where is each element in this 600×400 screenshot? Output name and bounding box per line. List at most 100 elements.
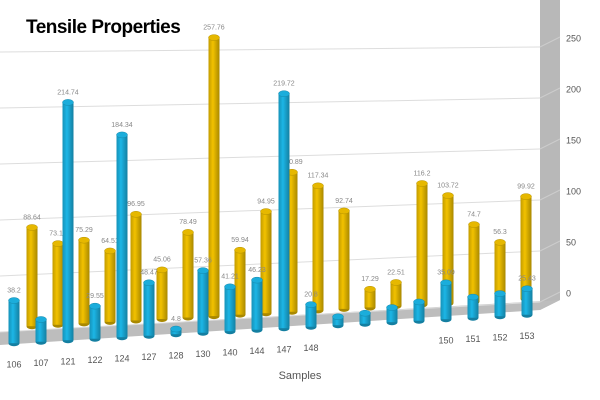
value-label: 117.34 (308, 173, 329, 180)
bar (468, 221, 480, 305)
value-label: 103.72 (437, 182, 459, 189)
bar-top (494, 239, 506, 246)
chart-title: Tensile Properties (26, 17, 180, 38)
bar-top (234, 246, 246, 254)
value-label: 29.55 (86, 293, 104, 300)
bar (364, 286, 376, 311)
value-label: 45.06 (153, 257, 171, 264)
wall-grid-line (539, 87, 561, 99)
x-tick-label: 124 (114, 354, 129, 364)
bar (413, 298, 425, 324)
x-tick-label: 153 (519, 331, 534, 341)
bar-body (143, 282, 155, 336)
value-label: 88.64 (23, 214, 41, 221)
bar-body (286, 172, 298, 312)
bar-top (35, 316, 47, 323)
bar-top (208, 34, 220, 41)
bar-top (116, 131, 128, 139)
bar-top (52, 240, 64, 247)
bar-body (182, 232, 194, 318)
bar (182, 229, 194, 321)
bar (521, 285, 533, 318)
value-label: 41.21 (221, 274, 239, 281)
x-tick-label: 144 (249, 346, 264, 356)
bar-body (8, 300, 20, 344)
bar-top (251, 276, 263, 284)
bar (130, 211, 142, 324)
value-label: 130.89 (281, 159, 303, 166)
x-tick-label: 121 (60, 357, 75, 367)
bar-top (78, 236, 90, 244)
bar-body (390, 282, 402, 306)
bar-body (468, 224, 480, 302)
bar-top (468, 221, 480, 228)
x-tick-label: 127 (141, 352, 156, 362)
bar (197, 267, 209, 336)
bar (332, 313, 344, 329)
bar-top (197, 267, 209, 274)
side-wall (540, 0, 560, 310)
bar-top (8, 297, 20, 304)
x-axis-label: Samples (279, 370, 322, 382)
y-tick-label: 50 (566, 237, 576, 247)
bar-top (182, 229, 194, 236)
x-tick-label: 128 (168, 351, 183, 361)
bar (251, 276, 263, 333)
bar (35, 316, 47, 345)
bar (467, 293, 479, 321)
wall-grid-line (539, 36, 561, 48)
bar-body (359, 313, 371, 324)
bar (338, 207, 350, 312)
bar-top (278, 90, 290, 97)
wall-grid-line (539, 138, 561, 150)
bar-body (197, 270, 209, 333)
bar (234, 246, 246, 318)
bar (278, 90, 290, 332)
bar-top (390, 279, 402, 286)
bar-top (26, 224, 38, 231)
x-tick-label: 147 (276, 345, 291, 355)
bar-top (312, 182, 324, 190)
bar-body (305, 304, 317, 327)
bar-body (35, 319, 47, 342)
bar-top (332, 313, 344, 321)
value-label: 92.74 (335, 198, 353, 205)
bar-body (494, 293, 506, 317)
value-label: 25.43 (518, 276, 536, 283)
bar-top (62, 99, 74, 106)
bar-body (386, 307, 398, 323)
bar-top (170, 325, 182, 333)
value-label: 17.29 (361, 276, 379, 283)
bar (494, 290, 506, 320)
value-label: 57.36 (194, 257, 212, 264)
bar-body (467, 297, 479, 318)
value-label: 116.2 (414, 170, 431, 177)
bar-body (116, 134, 128, 338)
x-tick-label: 151 (465, 334, 480, 344)
bar (52, 240, 64, 328)
bar-body (26, 227, 38, 327)
bar-top (305, 301, 317, 308)
bar (208, 34, 220, 320)
value-label: 35.09 (437, 270, 455, 277)
y-tick-label: 0 (566, 288, 571, 298)
bar (78, 236, 90, 327)
bar-top (467, 293, 479, 301)
wall-grid-line (539, 240, 561, 252)
value-label: 96.95 (127, 201, 145, 208)
bar-body (260, 211, 272, 314)
bar-top (338, 207, 350, 215)
value-label: 257.76 (203, 24, 225, 31)
bar-top (143, 279, 155, 287)
bar (116, 131, 128, 341)
bar-top (386, 304, 398, 311)
value-label: 74.7 (467, 211, 481, 218)
value-label: 73.17 (49, 230, 67, 237)
bar (305, 301, 317, 330)
bar-body (156, 269, 168, 319)
x-tick-label: 107 (33, 358, 48, 368)
bar-body (78, 240, 90, 324)
bar (224, 283, 236, 335)
bar-top (494, 290, 506, 297)
grid-line (0, 97, 541, 109)
